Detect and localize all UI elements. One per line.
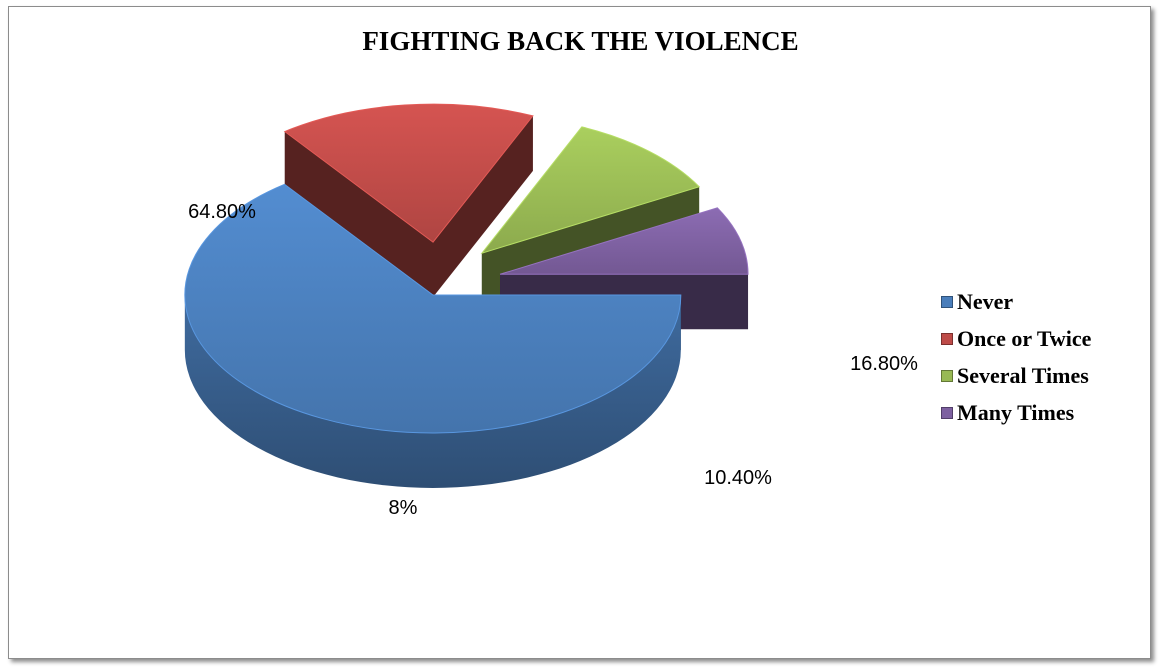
legend-label-several-times: Several Times xyxy=(957,362,1089,388)
data-label-never: 64.80% xyxy=(188,201,256,223)
legend-item-many-times: Many Times xyxy=(941,394,1091,431)
legend-label-many-times: Many Times xyxy=(957,399,1075,425)
legend-swatch-several-times xyxy=(941,369,953,382)
legend-label-once-or-twice: Once or Twice xyxy=(957,325,1092,351)
pie-slice-once-or-twice xyxy=(283,103,534,298)
pie-slice-never xyxy=(184,183,682,488)
legend-swatch-many-times xyxy=(941,406,953,419)
data-label-once-or-twice: 16.80% xyxy=(850,353,918,375)
chart-title: FIGHTING BACK THE VIOLENCE xyxy=(362,26,799,56)
legend-swatch-never xyxy=(941,295,953,308)
legend-swatch-once-or-twice xyxy=(941,332,953,345)
data-label-several-times: 10.40% xyxy=(704,467,772,489)
legend-item-once-or-twice: Once or Twice xyxy=(941,320,1091,357)
legend-item-never: Never xyxy=(941,283,1091,320)
data-label-many-times: 8% xyxy=(389,497,418,519)
legend-item-several-times: Several Times xyxy=(941,357,1091,394)
legend-label-never: Never xyxy=(957,288,1014,314)
legend: Never Once or Twice Several Times Many T… xyxy=(941,283,1091,431)
